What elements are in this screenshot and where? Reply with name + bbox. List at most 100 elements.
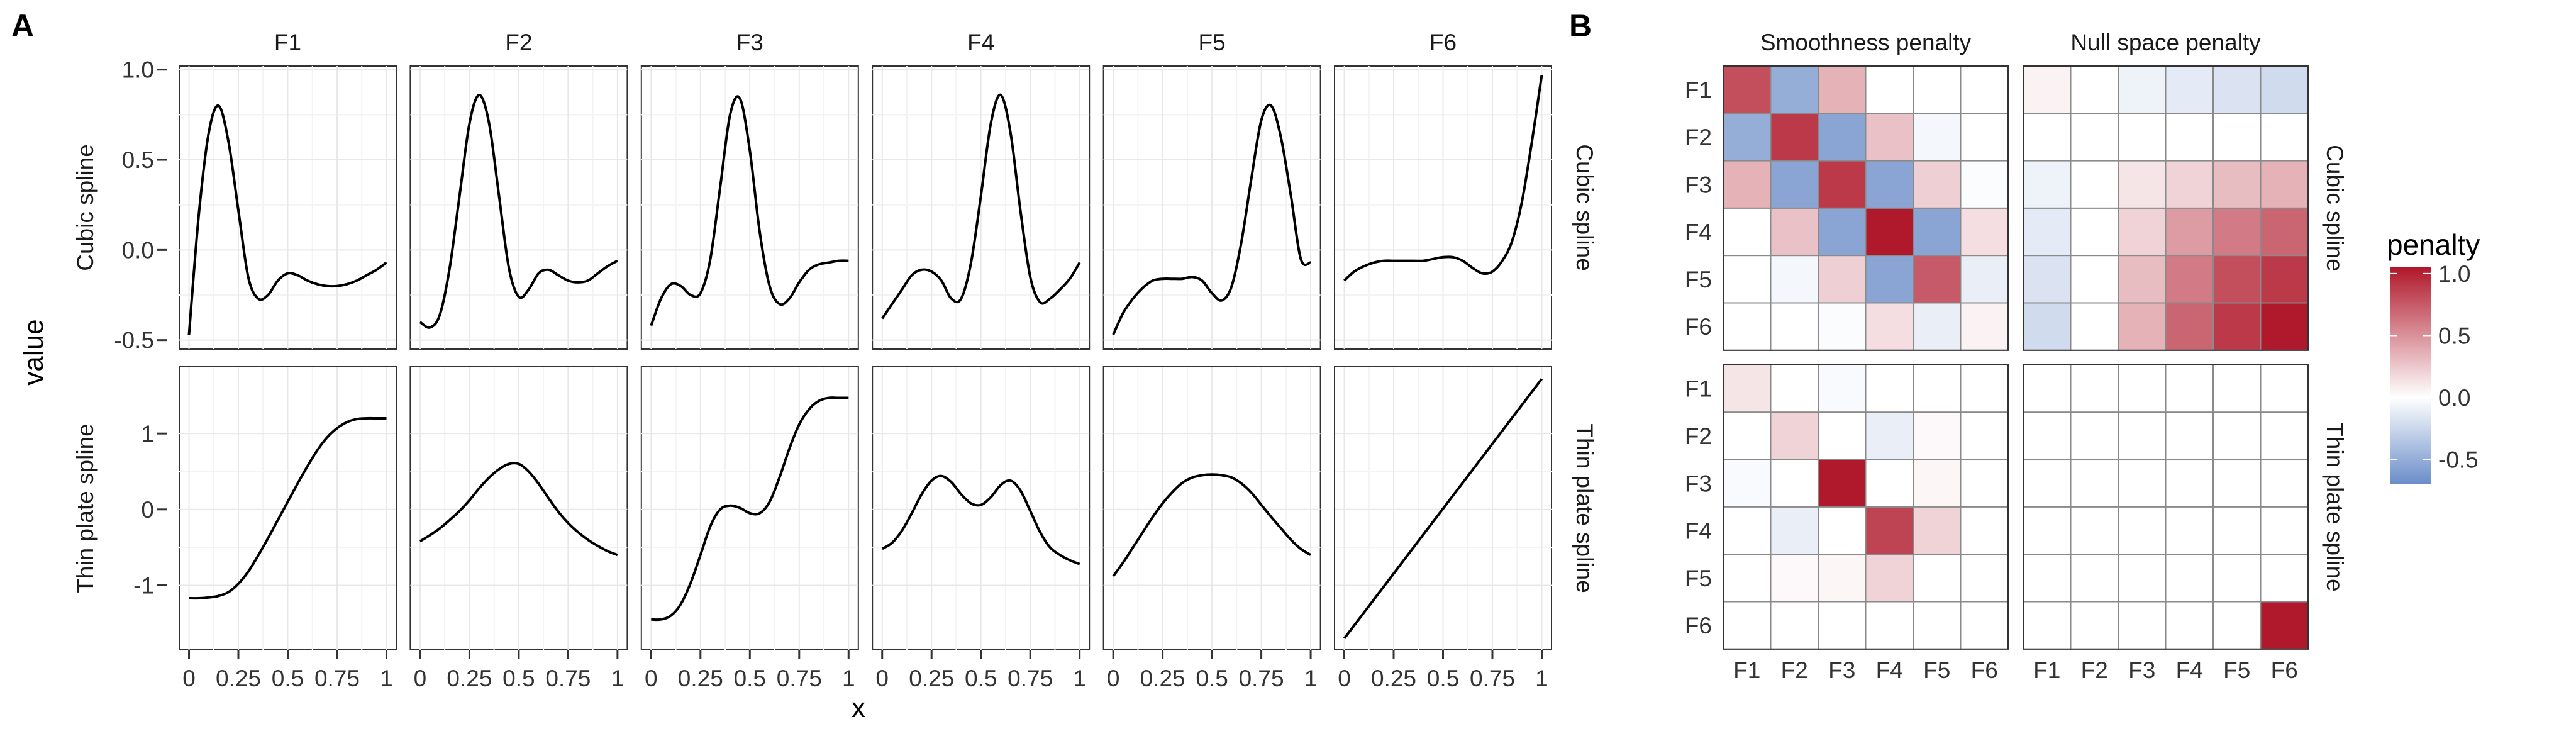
heatmap-y-label: F4: [1685, 518, 1712, 544]
heatmap-x-label: F6: [1971, 657, 1998, 683]
series-line-f6: [1343, 378, 1543, 640]
heatmap-y-label: F5: [1685, 566, 1712, 591]
heatmap-cell: [1723, 207, 1772, 257]
heatmap-cell: [1865, 411, 1914, 460]
heatmap-cell: [1723, 255, 1772, 304]
heatmap-cell: [2165, 364, 2214, 413]
heatmap-cell: [1770, 506, 1819, 555]
x-tick-label: 0.5: [1196, 666, 1228, 691]
heatmap-cell: [1723, 601, 1772, 650]
heatmap-cell: [1723, 506, 1772, 555]
x-tick-label: 0.25: [1140, 666, 1185, 691]
heatmap-cell: [2212, 207, 2262, 257]
heatmap-x-label: F5: [2223, 657, 2250, 683]
heatmap-cell: [2070, 160, 2119, 209]
heatmap-cell: [1770, 459, 1819, 508]
series-line-f2: [419, 462, 618, 557]
heatmap-y-label: F6: [1685, 314, 1712, 340]
heatmap-cell: [2118, 601, 2167, 650]
heatmap-cell: [1865, 160, 1914, 209]
x-tick-label: 0.5: [1427, 666, 1459, 691]
heatmap-cell: [2118, 255, 2167, 304]
heatmap-cell: [1913, 364, 1962, 413]
series-line-f3: [651, 396, 849, 622]
x-tick-label: 0: [645, 666, 658, 691]
heatmap-cell: [2165, 255, 2214, 304]
heatmap-cell: [2260, 601, 2309, 650]
panel-label-a: A: [11, 8, 34, 43]
heatmap-cell: [1913, 411, 1962, 460]
x-tick-label: 0.25: [447, 666, 492, 691]
y-tick-label: 0.5: [122, 147, 154, 173]
x-tick-label: 0.75: [777, 666, 822, 691]
heatmap-cell: [2118, 364, 2167, 413]
heatmap-y-label: F1: [1685, 77, 1712, 103]
x-tick-label: 0: [1338, 666, 1351, 691]
heatmap-x-label: F1: [1733, 657, 1760, 683]
heatmap-cell: [1865, 364, 1914, 413]
heatmap-cell: [2023, 65, 2072, 114]
heatmap-cell: [1960, 459, 2009, 508]
heatmap-cell: [1723, 411, 1772, 460]
series-line-f4: [881, 474, 1080, 566]
y-axis-title: value: [18, 319, 49, 385]
heatmap-cell: [2118, 160, 2167, 209]
heatmap-cell: [1770, 364, 1819, 413]
heatmap-cell: [2118, 65, 2167, 114]
heatmap-cell: [1723, 302, 1772, 351]
x-tick-label: 0: [875, 666, 889, 691]
heatmap-cell: [2118, 411, 2167, 460]
heatmap-cell: [2212, 601, 2262, 650]
heatmap-x-label: F1: [2033, 657, 2060, 683]
heatmap-cell: [1960, 160, 2009, 209]
column-strip-f3: F3: [736, 30, 763, 55]
heatmap-cell: [2165, 459, 2214, 508]
heatmap-cell: [1960, 506, 2009, 555]
heatmap-cell: [1770, 160, 1819, 209]
series-line-f1: [189, 416, 387, 600]
y-tick-label: 1: [141, 421, 154, 447]
heatmap-cell: [1723, 459, 1772, 508]
heatmap-cell: [1818, 506, 1867, 555]
heatmap-cell: [2118, 302, 2167, 351]
heatmap-cell: [1770, 255, 1819, 304]
heatmap-cell: [1770, 554, 1819, 603]
heatmap-cell: [1960, 255, 2009, 304]
heatmap-cell: [1913, 506, 1962, 555]
heatmap-frame: [2023, 65, 2309, 351]
heatmap-cell: [2260, 65, 2309, 114]
heatmap-cell: [2260, 364, 2309, 413]
heatmap-cell: [1865, 302, 1914, 351]
heatmap-frame: [1723, 65, 2009, 351]
heatmap-cell: [2260, 255, 2309, 304]
heatmap-cell: [1818, 411, 1867, 460]
heatmap-x-label: F2: [1781, 657, 1808, 683]
x-tick-label: 1: [1535, 666, 1548, 691]
heatmap-panel: Smoothness penalty Null space penalty Cubi…: [1685, 30, 2348, 683]
heatmap-y-label: F2: [1685, 125, 1712, 150]
heatmap-cell: [2260, 160, 2309, 209]
column-strip-f6: F6: [1430, 30, 1457, 55]
heatmap-cell: [2165, 160, 2214, 209]
x-tick-label: 1: [1304, 666, 1318, 691]
heatmap-cell: [1770, 207, 1819, 257]
legend-tick-label: 1.0: [2438, 261, 2470, 287]
heatmap-cell: [2165, 207, 2214, 257]
heatmap-cell: [1818, 364, 1867, 413]
heatmap-cell: [1913, 459, 1962, 508]
heatmap-cell: [1960, 65, 2009, 114]
heatmap-cell: [1913, 255, 1962, 304]
heatmap-cell: [2070, 302, 2119, 351]
x-tick-label: 0.5: [502, 666, 535, 691]
heatmap-y-label: F4: [1685, 220, 1712, 245]
x-tick-label: 0.25: [1371, 666, 1416, 691]
panel-label-b: B: [1569, 8, 1592, 43]
heatmap-y-label: F2: [1685, 423, 1712, 449]
series-line-f4: [881, 93, 1081, 320]
heatmap-cell: [2165, 302, 2214, 351]
column-strip-f4: F4: [967, 30, 994, 55]
x-tick-label: 0.75: [1470, 666, 1515, 691]
heatmap-row-title: Cubic spline: [2322, 145, 2348, 272]
heatmap-cell: [2165, 554, 2214, 603]
